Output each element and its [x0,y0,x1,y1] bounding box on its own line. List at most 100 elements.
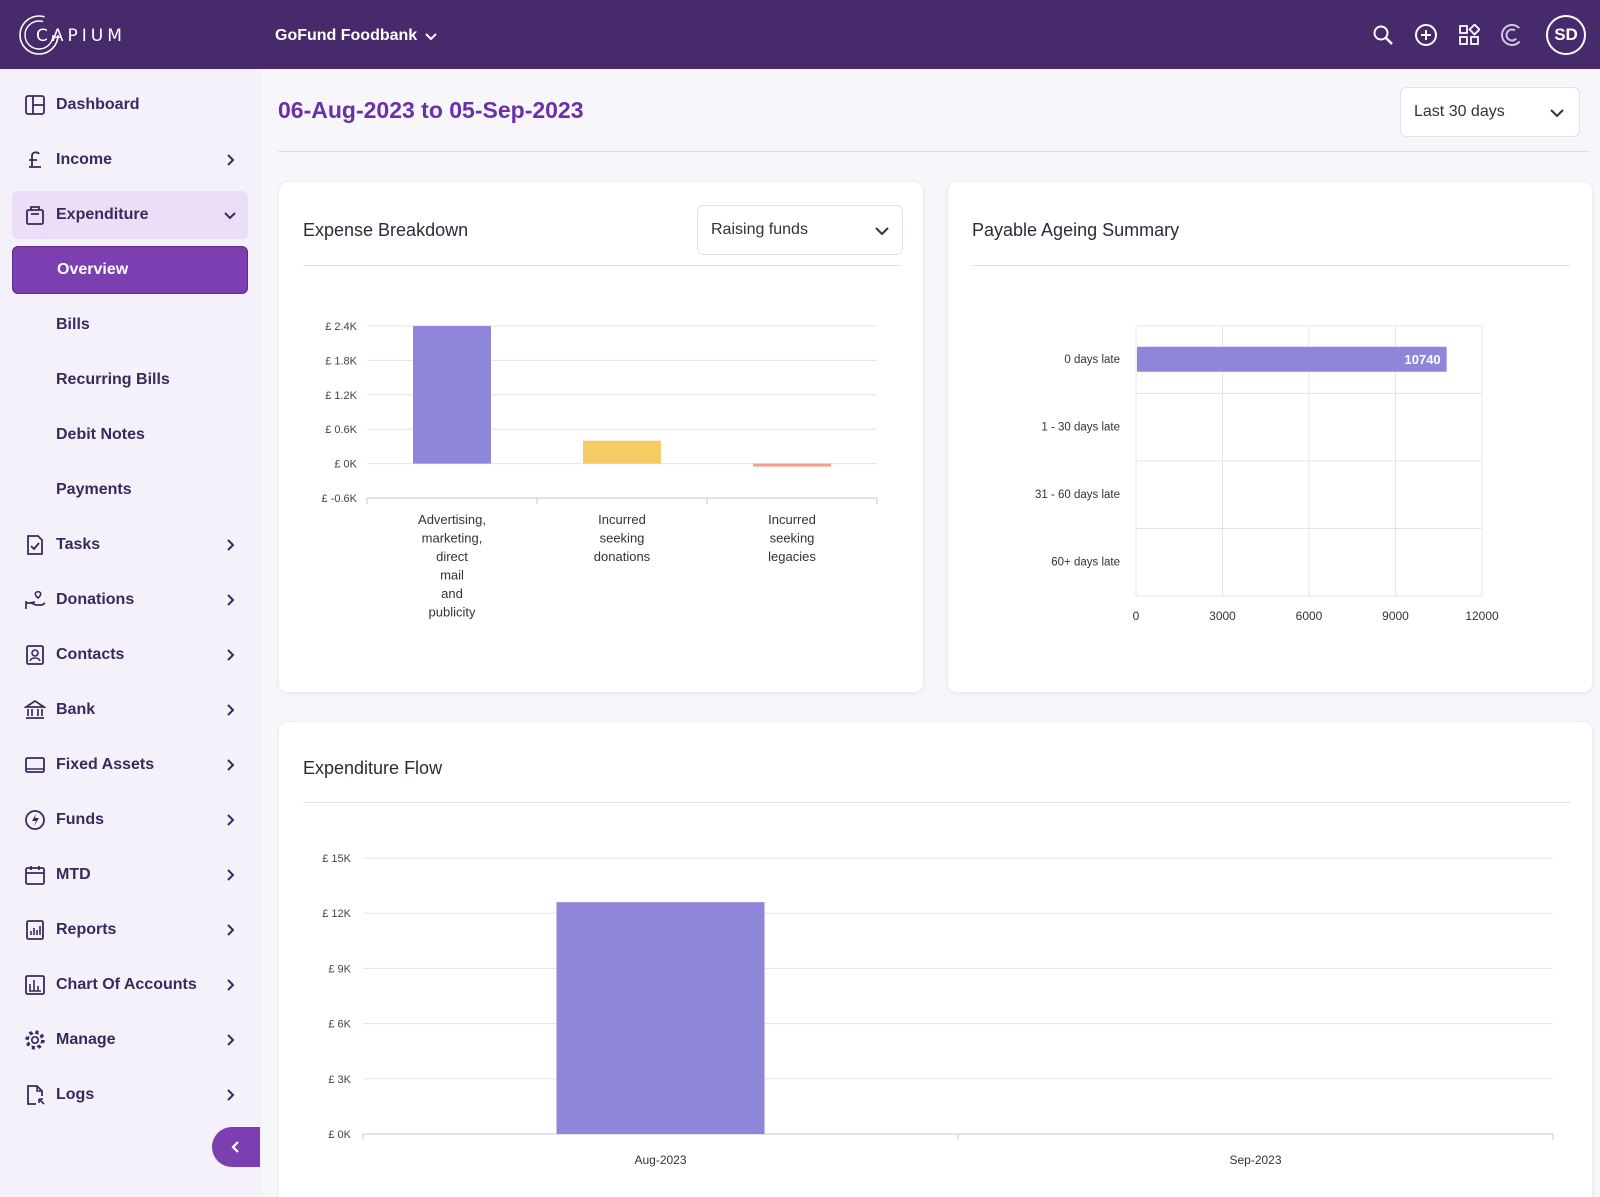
sidebar-item-expenditure[interactable]: Expenditure [12,191,248,239]
x-tick-label: direct [436,549,468,564]
chevron-right-icon [227,704,235,716]
contacts-icon [26,645,44,665]
y-tick-label: £ 6K [328,1019,351,1031]
expenditure-flow-chart: £ 15K £ 12K £ 9K £ 6K £ 3K £ 0K Aug-2023 Sep-20… [322,853,1554,1167]
x-tick-label: mail [440,568,464,583]
y-tick-label: £ 0K [328,1129,351,1141]
sidebar-item-label: Reports [56,921,117,938]
bank-icon [24,699,46,719]
card-divider [303,802,1570,803]
sidebar-item-label: Donations [56,591,135,608]
sidebar: Dashboard Income Expenditure Overview Bi… [0,69,262,1197]
sidebar-item-label: Bank [56,701,96,718]
sidebar-item-label: MTD [56,866,91,883]
x-tick-label: Incurred [768,512,816,527]
donations-icon [25,591,46,609]
sidebar-item-payments[interactable]: Payments [12,466,248,514]
sidebar-item-reports[interactable]: Reports [12,906,248,954]
capium-c-icon[interactable] [1499,22,1525,48]
sidebar-item-overview[interactable]: Overview [12,246,248,294]
bar [556,902,765,1134]
search-icon[interactable] [1370,22,1396,48]
sidebar-item-income[interactable]: Income [12,136,248,184]
x-tick-label: donations [594,549,651,564]
x-tick-label: publicity [429,605,476,620]
avatar[interactable]: SD [1546,15,1586,55]
y-tick-label: £ 15K [322,853,351,865]
add-circle-icon[interactable] [1413,22,1439,48]
y-tick-label: £ 0K [334,459,357,471]
expense-breakdown-card: Expense Breakdown Raising funds £ 2.4K £ … [278,181,924,693]
calendar-icon [25,866,45,885]
sidebar-item-label: Overview [57,261,129,278]
expense-category-value: Raising funds [711,221,808,238]
x-tick-label: Advertising, [418,512,486,527]
x-tick-label: Aug-2023 [634,1153,686,1167]
x-tick-label: legacies [768,549,816,564]
chevron-right-icon [227,649,235,661]
chevron-right-icon [227,1089,235,1101]
y-tick-label: £ 0.6K [325,424,357,436]
main-content: 06-Aug-2023 to 05-Sep-2023 Last 30 days … [262,69,1600,1197]
bag-icon [26,206,44,225]
sidebar-item-donations[interactable]: Donations [12,576,248,624]
org-switcher[interactable]: GoFund Foodbank [275,27,439,45]
y-tick-label: £ 3K [328,1074,351,1086]
card-divider [303,265,901,266]
org-name: GoFund Foodbank [275,27,418,44]
sidebar-item-debit-notes[interactable]: Debit Notes [12,411,248,459]
sidebar-item-logs[interactable]: Logs [12,1071,248,1119]
sidebar-item-label: Funds [56,811,104,828]
chevron-right-icon [227,869,235,881]
period-select[interactable]: Last 30 days [1400,87,1580,137]
sidebar-item-label: Bills [56,316,90,333]
chevron-right-icon [227,759,235,771]
apps-grid-icon[interactable] [1456,22,1482,48]
x-tick-label: 6000 [1296,609,1323,623]
capium-logo-icon[interactable] [18,14,60,56]
y-tick-label: 31 - 60 days late [1035,489,1120,501]
x-tick-label: seeking [770,531,815,546]
sidebar-item-label: Logs [56,1086,95,1103]
sidebar-item-label: Payments [56,481,132,498]
page-title: 06-Aug-2023 to 05-Sep-2023 [278,97,584,123]
chevron-right-icon [227,924,235,936]
x-tick-label: 9000 [1382,609,1409,623]
laptop-icon [25,757,45,773]
chevron-right-icon [227,814,235,826]
sidebar-item-bank[interactable]: Bank [12,686,248,734]
chevron-right-icon [227,979,235,991]
expense-breakdown-chart: £ 2.4K £ 1.8K £ 1.2K £ 0.6K £ 0K £ -0.6K Adver… [322,321,878,620]
sidebar-item-mtd[interactable]: MTD [12,851,248,899]
top-icons: SD [1370,15,1586,55]
sidebar-item-dashboard[interactable]: Dashboard [12,81,248,129]
chevron-right-icon [227,1034,235,1046]
sidebar-item-chart-of-accounts[interactable]: Chart Of Accounts [12,961,248,1009]
collapse-sidebar-button[interactable] [212,1127,260,1167]
sidebar-item-bills[interactable]: Bills [12,301,248,349]
sidebar-item-label: Chart Of Accounts [56,976,197,993]
dashboard-icon [25,95,45,115]
chevron-left-icon [231,1141,239,1153]
sidebar-item-tasks[interactable]: Tasks [12,521,248,569]
x-tick-label: 0 [1133,609,1140,623]
y-tick-label: 0 days late [1064,354,1120,366]
bar [583,440,661,464]
y-tick-label: £ 9K [328,963,351,975]
sidebar-item-manage[interactable]: Manage [12,1016,248,1064]
chart-icon [25,975,45,995]
y-tick-label: £ 12K [322,908,351,920]
y-tick-label: 60+ days late [1051,556,1120,568]
chevron-right-icon [227,539,235,551]
x-tick-label: Sep-2023 [1229,1153,1281,1167]
sidebar-item-recurring-bills[interactable]: Recurring Bills [12,356,248,404]
expense-category-select[interactable]: Raising funds [697,205,903,255]
sidebar-item-label: Manage [56,1031,116,1048]
chevron-down-icon [875,227,889,236]
sidebar-item-contacts[interactable]: Contacts [12,631,248,679]
sidebar-item-label: Recurring Bills [56,371,170,388]
sidebar-item-label: Contacts [56,646,125,663]
x-tick-label: Incurred [598,512,646,527]
sidebar-item-funds[interactable]: Funds [12,796,248,844]
sidebar-item-fixed-assets[interactable]: Fixed Assets [12,741,248,789]
